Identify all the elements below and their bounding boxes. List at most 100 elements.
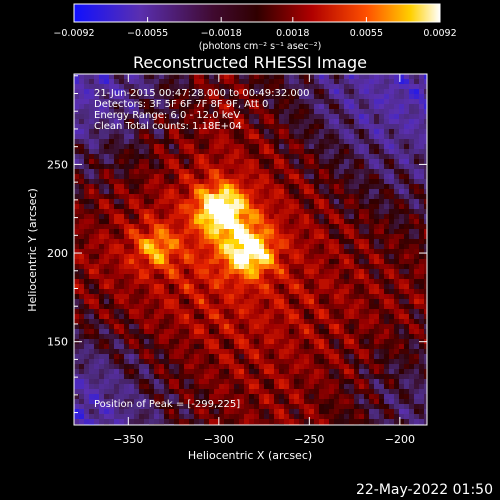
- heatmap-cell: [364, 99, 369, 104]
- heatmap-cell: [309, 249, 314, 254]
- heatmap-cell: [194, 104, 199, 109]
- heatmap-cell: [289, 134, 294, 139]
- heatmap-cell: [214, 269, 219, 274]
- heatmap-cell: [139, 89, 144, 94]
- heatmap-cell: [149, 149, 154, 154]
- heatmap-cell: [234, 349, 239, 354]
- heatmap-cell: [74, 199, 79, 204]
- heatmap-cell: [294, 304, 299, 309]
- heatmap-cell: [119, 184, 124, 189]
- heatmap-cell: [149, 194, 154, 199]
- heatmap-cell: [154, 159, 159, 164]
- heatmap-cell: [259, 299, 264, 304]
- heatmap-cell: [174, 154, 179, 159]
- heatmap-cell: [109, 269, 114, 274]
- heatmap-cell: [244, 109, 249, 114]
- heatmap-cell: [229, 289, 234, 294]
- heatmap-cell: [344, 324, 349, 329]
- heatmap-cell: [209, 339, 214, 344]
- heatmap-cell: [234, 244, 239, 249]
- heatmap-cell: [84, 89, 89, 94]
- heatmap-cell: [264, 214, 269, 219]
- heatmap-cell: [184, 169, 189, 174]
- heatmap-cell: [379, 224, 384, 229]
- heatmap-cell: [389, 124, 394, 129]
- heatmap-cell: [89, 94, 94, 99]
- heatmap-cell: [239, 344, 244, 349]
- heatmap-cell: [304, 349, 309, 354]
- heatmap-cell: [219, 279, 224, 284]
- heatmap-cell: [269, 304, 274, 309]
- heatmap-cell: [119, 114, 124, 119]
- heatmap-cell: [84, 294, 89, 299]
- heatmap-cell: [279, 244, 284, 249]
- heatmap-cell: [369, 244, 374, 249]
- heatmap-cell: [124, 189, 129, 194]
- heatmap-cell: [339, 94, 344, 99]
- heatmap-cell: [319, 409, 324, 414]
- heatmap-cell: [99, 209, 104, 214]
- heatmap-cell: [249, 394, 254, 399]
- heatmap-cell: [219, 369, 224, 374]
- heatmap-cell: [74, 324, 79, 329]
- heatmap-cell: [234, 379, 239, 384]
- heatmap-cell: [379, 274, 384, 279]
- heatmap-cell: [229, 344, 234, 349]
- heatmap-cell: [289, 74, 294, 79]
- heatmap-cell: [294, 249, 299, 254]
- heatmap-cell: [289, 349, 294, 354]
- heatmap-cell: [114, 144, 119, 149]
- heatmap-cell: [264, 219, 269, 224]
- heatmap-cell: [254, 244, 259, 249]
- heatmap-cell: [214, 264, 219, 269]
- heatmap-cell: [154, 414, 159, 419]
- heatmap-cell: [164, 364, 169, 369]
- heatmap-cell: [114, 329, 119, 334]
- heatmap-cell: [344, 99, 349, 104]
- heatmap-cell: [129, 239, 134, 244]
- heatmap-cell: [159, 134, 164, 139]
- heatmap-cell: [94, 259, 99, 264]
- heatmap-cell: [214, 204, 219, 209]
- heatmap-cell: [334, 404, 339, 409]
- heatmap-cell: [244, 349, 249, 354]
- heatmap-cell: [319, 134, 324, 139]
- heatmap-cell: [174, 134, 179, 139]
- heatmap-cell: [199, 394, 204, 399]
- heatmap-cell: [409, 209, 414, 214]
- heatmap-cell: [84, 279, 89, 284]
- heatmap-cell: [319, 214, 324, 219]
- heatmap-cell: [369, 309, 374, 314]
- heatmap-cell: [124, 139, 129, 144]
- heatmap-cell: [89, 289, 94, 294]
- heatmap-cell: [169, 244, 174, 249]
- heatmap-cell: [359, 374, 364, 379]
- heatmap-cell: [404, 179, 409, 184]
- heatmap-cell: [259, 189, 264, 194]
- heatmap-cell: [189, 254, 194, 259]
- heatmap-cell: [74, 149, 79, 154]
- heatmap-cell: [334, 84, 339, 89]
- heatmap-cell: [344, 84, 349, 89]
- heatmap-cell: [304, 239, 309, 244]
- heatmap-cell: [234, 319, 239, 324]
- heatmap-cell: [104, 169, 109, 174]
- heatmap-cell: [134, 199, 139, 204]
- heatmap-cell: [174, 319, 179, 324]
- heatmap-cell: [259, 129, 264, 134]
- heatmap-cell: [244, 389, 249, 394]
- heatmap-cell: [404, 319, 409, 324]
- heatmap-cell: [139, 114, 144, 119]
- heatmap-cell: [369, 359, 374, 364]
- heatmap-cell: [304, 294, 309, 299]
- heatmap-cell: [324, 134, 329, 139]
- heatmap-cell: [349, 89, 354, 94]
- heatmap-cell: [204, 284, 209, 289]
- heatmap-cell: [119, 329, 124, 334]
- heatmap-cell: [174, 404, 179, 409]
- heatmap-cell: [194, 239, 199, 244]
- heatmap-cell: [384, 169, 389, 174]
- heatmap-cell: [409, 154, 414, 159]
- heatmap-cell: [264, 109, 269, 114]
- heatmap-cell: [359, 234, 364, 239]
